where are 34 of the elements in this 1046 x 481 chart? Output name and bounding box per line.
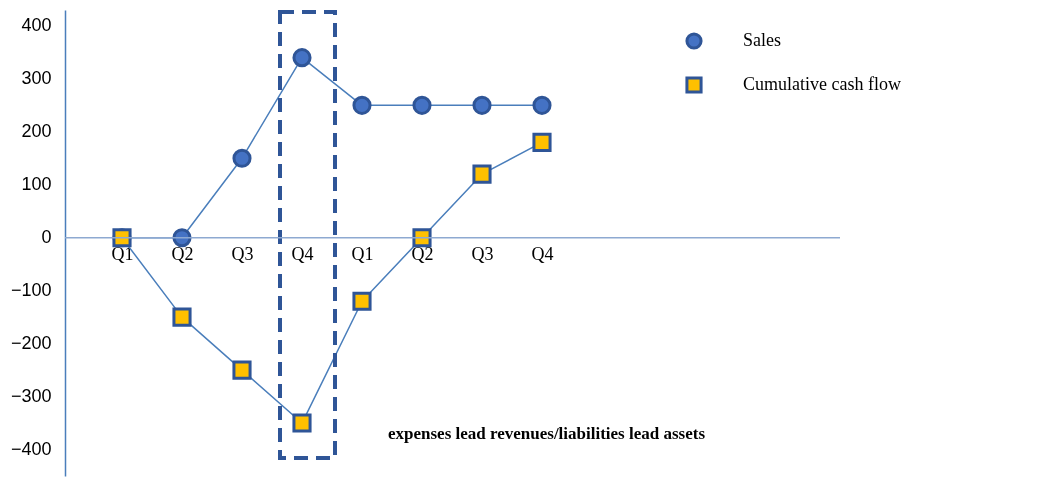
point (172, 228, 192, 248)
x-tick-label: Q4 (291, 244, 314, 265)
y-tick-label: −400 (10, 439, 52, 460)
x-tick-label: Q4 (531, 244, 554, 265)
point (172, 307, 192, 327)
legend-label: Sales (743, 30, 781, 50)
point (472, 164, 492, 184)
point (412, 95, 432, 115)
x-tick-label: Q3 (231, 244, 254, 265)
point (472, 95, 492, 115)
point (232, 148, 252, 168)
x-tick-label: Q2 (171, 244, 194, 265)
x-tick-label: Q2 (411, 244, 434, 265)
x-tick-label: Q1 (351, 244, 374, 265)
annotation: expenses lead revenues/liabilities lead assets (388, 424, 706, 443)
y-tick-label: 300 (21, 68, 52, 89)
y-tick-label: 400 (21, 15, 52, 36)
legend-label: Cumulative cash flow (743, 74, 901, 94)
point (532, 132, 552, 152)
y-tick-label: 100 (21, 174, 52, 195)
point (532, 95, 552, 115)
point (292, 413, 312, 433)
y-tick-label: 200 (21, 121, 52, 142)
x-tick-label: Q3 (471, 244, 494, 265)
point (412, 228, 432, 248)
point (292, 48, 312, 68)
point (232, 360, 252, 380)
y-tick-label: −100 (10, 280, 52, 301)
point (352, 95, 372, 115)
y-tick-label: −300 (10, 386, 52, 407)
point (352, 291, 372, 311)
x-tick-label: Q1 (111, 244, 134, 265)
y-tick-label: −200 (10, 333, 52, 354)
y-tick-label: 0 (41, 227, 52, 248)
